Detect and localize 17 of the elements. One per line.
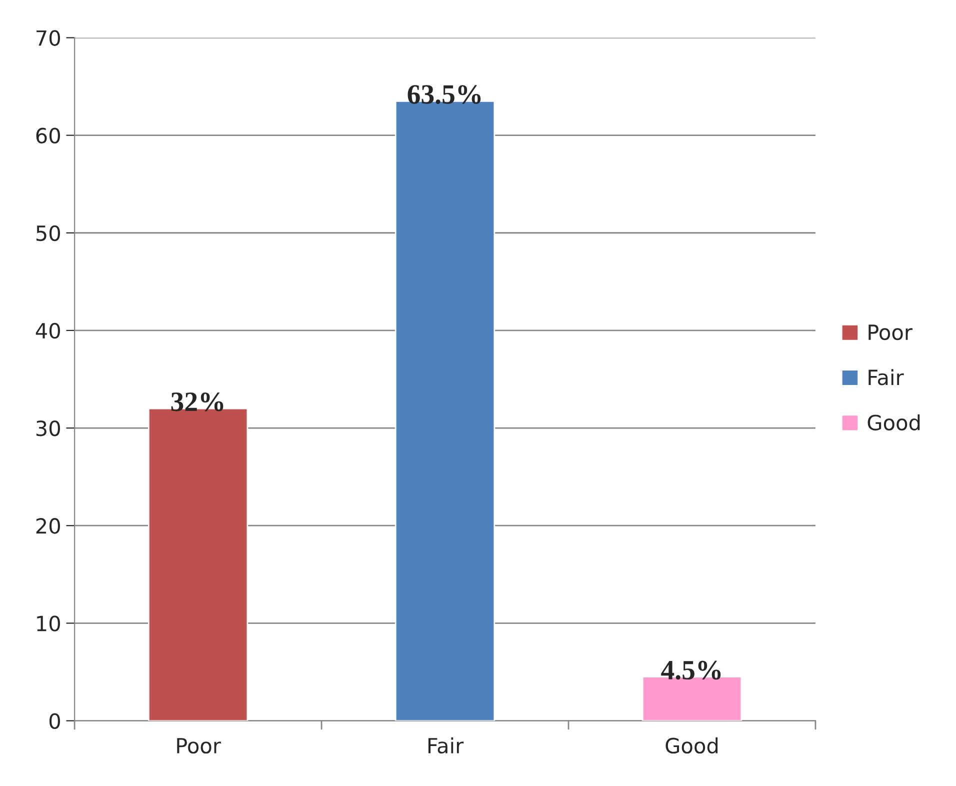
y-tick-label: 10 xyxy=(37,616,60,632)
y-tick-label: 40 xyxy=(36,322,60,339)
y-tick-label: 30 xyxy=(36,420,60,436)
y-tick-label: 0 xyxy=(49,713,60,729)
legend-label: Poor xyxy=(868,324,912,340)
y-tick-label: 50 xyxy=(36,225,60,242)
x-tick-label: Fair xyxy=(428,737,464,754)
y-tick-label: 20 xyxy=(36,518,60,534)
y-tick-label: 60 xyxy=(36,128,60,144)
x-tick-label: Good xyxy=(666,737,718,754)
legend-label: Good xyxy=(868,414,920,430)
data-label: 63.5% xyxy=(408,85,481,104)
data-label: 32% xyxy=(171,392,224,412)
data-label: 4.5% xyxy=(661,660,721,680)
y-tick-label: 70 xyxy=(36,30,60,46)
x-tick-label: Poor xyxy=(177,738,221,754)
legend-label: Fair xyxy=(868,369,904,386)
